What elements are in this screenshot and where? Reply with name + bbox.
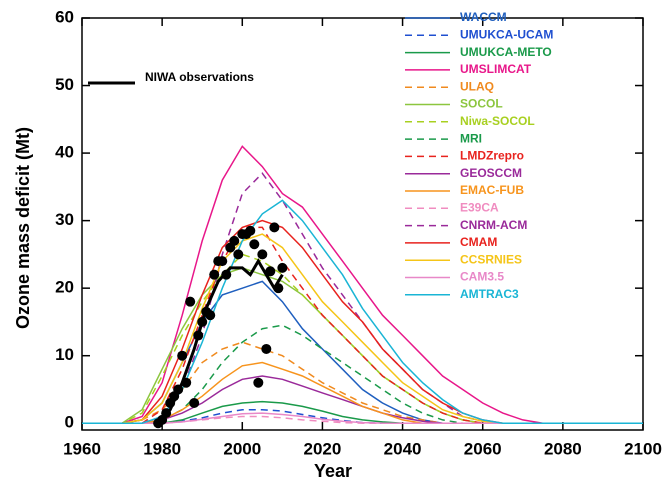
observation-point [193, 330, 204, 341]
legend-label: CNRM-ACM [460, 218, 527, 232]
observation-point [261, 343, 272, 354]
y-tick-label: 50 [55, 75, 74, 94]
x-tick-label: 1960 [63, 439, 101, 458]
legend-label: MRI [460, 131, 482, 145]
observation-point [229, 235, 240, 246]
observation-point [161, 408, 172, 419]
observation-point [273, 283, 284, 294]
y-axis-label: Ozone mass deficit (Mt) [13, 127, 33, 329]
legend-label: WACCM [460, 10, 507, 24]
observation-point [197, 316, 208, 327]
observation-point [269, 222, 280, 233]
observation-point [249, 239, 260, 250]
plot-frame [81, 17, 644, 431]
x-tick-label: 1980 [143, 439, 181, 458]
legend-label: SOCOL [460, 97, 503, 111]
observation-point [277, 262, 288, 273]
x-tick-label: 2020 [304, 439, 342, 458]
model-line [82, 233, 643, 424]
legend-label: GEOSCCM [460, 166, 522, 180]
observation-point [205, 310, 216, 321]
model-line [82, 253, 643, 424]
legend-label: Niwa-SOCOL [460, 114, 535, 128]
y-tick-label: 30 [55, 210, 74, 229]
legend-label: CMAM [460, 235, 497, 249]
legend-label: EMAC-FUB [460, 183, 524, 197]
legend-label: UMUKCA-UCAM [460, 27, 553, 41]
y-tick-label: 10 [55, 345, 74, 364]
legend-label: CCSRNIES [460, 252, 522, 266]
y-tick-label: 0 [65, 413, 74, 432]
y-tick-label: 20 [55, 278, 74, 297]
legend-label: LMDZrepro [460, 149, 524, 163]
observation-point [233, 249, 244, 260]
legend-label: AMTRAC3 [460, 287, 519, 301]
legend-label: E39CA [460, 200, 499, 214]
observation-point [257, 249, 268, 260]
legend-label: NIWA observations [145, 70, 254, 84]
model-line [82, 267, 643, 424]
observation-point [189, 397, 200, 408]
x-tick-label: 2080 [544, 439, 582, 458]
observation-point [265, 266, 276, 277]
x-axis-label: Year [314, 461, 352, 481]
x-tick-label: 2040 [384, 439, 422, 458]
observation-point [209, 269, 220, 280]
observation-point [245, 225, 256, 236]
observation-point [173, 384, 184, 395]
observation-point [221, 269, 232, 280]
legend-label: CAM3.5 [460, 270, 504, 284]
legend-label: UMSLIMCAT [460, 62, 532, 76]
model-line [82, 219, 643, 424]
observation-point [253, 377, 264, 388]
legend-label: ULAQ [460, 79, 494, 93]
y-tick-label: 40 [55, 143, 74, 162]
x-tick-label: 2000 [223, 439, 261, 458]
y-tick-label: 60 [55, 7, 74, 26]
x-tick-label: 2060 [464, 439, 502, 458]
observation-point [185, 296, 196, 307]
model-line [82, 145, 643, 424]
legend-label: UMUKCA-METO [460, 45, 552, 59]
observation-point [181, 377, 192, 388]
observation-point [177, 350, 188, 361]
x-tick-label: 2100 [624, 439, 662, 458]
observation-point [217, 256, 228, 267]
